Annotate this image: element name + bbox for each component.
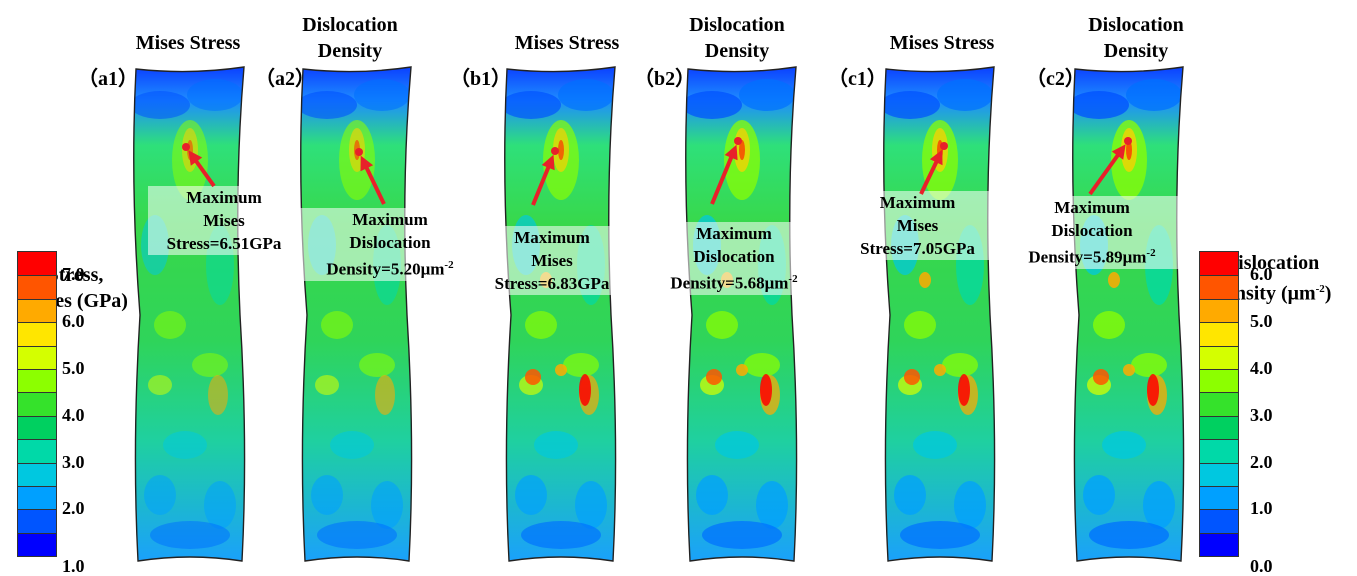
colorbar-band: [1200, 368, 1238, 393]
annotation-line: Maximum: [514, 228, 590, 247]
panel-label-c1: （c1）: [828, 68, 887, 90]
annotation-line: Mises: [896, 216, 939, 235]
specimen-contour-b2: [685, 66, 798, 562]
colorbar-tick-label: 6.0: [62, 311, 85, 332]
dislocation-legend-title-tail: ): [1324, 282, 1332, 305]
panel-title-line: Dislocation: [302, 14, 398, 36]
annotation-line: Density=5.20μm-2: [326, 259, 454, 279]
specimen-contour-c2: [1072, 66, 1185, 562]
annotation-line: Stress=6.83GPa: [494, 274, 610, 293]
panel-title-b2: Dislocation Density: [657, 12, 817, 64]
colorbar-tick-label: 5.0: [62, 358, 85, 378]
annotation-line: Stress=7.05GPa: [860, 239, 975, 258]
annotation-line: Dislocation: [349, 233, 431, 252]
max-annotation-c1: Maximum Mises Stress=7.05GPa: [834, 191, 1001, 260]
specimen-contour-c1: [883, 66, 996, 562]
colorbar-band: [18, 415, 56, 440]
colorbar-tick-label: 7.0: [62, 264, 85, 285]
colorbar-band: [18, 345, 56, 369]
colorbar-tick-label: 0.0: [1250, 556, 1273, 576]
dislocation-legend-title-line1: Dislocation: [1223, 252, 1320, 274]
panel-label-c2: （c2）: [1026, 68, 1085, 90]
colorbar-band: [1200, 415, 1238, 440]
annotation-line: Dislocation: [1051, 221, 1133, 240]
colorbar-band: [1200, 275, 1238, 299]
stress-legend-title-line1: Stress,: [47, 264, 104, 286]
panel-title-a2: Dislocation Density: [270, 12, 430, 64]
panel-label-b1: （b1）: [450, 68, 512, 90]
colorbar-band: [1200, 532, 1238, 557]
annotation-line: Mises: [531, 251, 573, 270]
colorbar-band: [18, 485, 56, 510]
max-annotation-b1: Maximum Mises Stress=6.83GPa: [472, 226, 632, 295]
colorbar-band: [18, 275, 56, 299]
annotation-line: Maximum: [186, 188, 262, 207]
specimen-contour-a1: [133, 66, 246, 562]
panel-label-b2: （b2）: [634, 68, 696, 90]
annotation-line: Maximum: [879, 193, 956, 212]
colorbar-band: [1200, 439, 1238, 463]
colorbar-tick-label: 1.0: [1250, 498, 1273, 519]
annotation-sup: -2: [444, 259, 454, 271]
panel-label-a2: （a2）: [255, 68, 315, 90]
colorbar-tick-label: 3.0: [1250, 404, 1273, 425]
panel-title-a1: Mises Stress: [135, 32, 241, 54]
colorbar-band: [18, 298, 56, 323]
stress-colorbar: [17, 251, 57, 558]
colorbar-band: [18, 462, 56, 486]
annotation-line: Maximum: [696, 224, 772, 243]
panel-title-b1: Mises Stress: [514, 32, 620, 54]
panel-title-line: Density: [1103, 40, 1169, 62]
annotation-line: Stress=6.51GPa: [166, 234, 282, 253]
specimen-contour-a2: [300, 66, 413, 562]
max-annotation-a1: Maximum Mises Stress=6.51GPa: [148, 186, 300, 255]
panel-title-line: Dislocation: [689, 14, 785, 36]
annotation-sup: -2: [1146, 247, 1156, 259]
colorbar-tick-label: 3.0: [62, 451, 85, 472]
dislocation-legend-title-sup: -2: [1315, 283, 1325, 295]
colorbar-band: [1200, 509, 1238, 533]
annotation-line: Dislocation: [693, 247, 775, 266]
panel-title-line: Dislocation: [1088, 14, 1184, 36]
panel-title-line: Density: [704, 40, 770, 62]
colorbar-band: [1200, 392, 1238, 416]
colorbar-tick-label: 2.0: [1250, 451, 1273, 472]
panel-label-a1: （a1）: [78, 68, 138, 90]
panel-title-c2: Dislocation Density: [1056, 12, 1216, 64]
annotation-sup: -2: [788, 273, 798, 285]
annotation-line: Maximum: [1054, 198, 1130, 217]
max-annotation-c2: Maximum Dislocation Density=5.89μm-2: [1003, 196, 1181, 269]
colorbar-tick-label: 4.0: [1250, 358, 1273, 378]
colorbar-band: [18, 322, 56, 346]
colorbar-band: [1200, 322, 1238, 346]
colorbar-band: [18, 368, 56, 393]
colorbar-tick-label: 1.0: [62, 556, 85, 576]
dislocation-colorbar: [1199, 251, 1239, 558]
colorbar-band: [1200, 462, 1238, 486]
annotation-line: Density=5.68μm-2: [670, 273, 798, 293]
colorbar-tick-label: 2.0: [62, 498, 85, 519]
colorbar-band: [1200, 485, 1238, 510]
annotation-line: Density=5.89μm-2: [1028, 247, 1156, 267]
specimen-contour-b1: [504, 66, 617, 562]
colorbar-tick-label: 4.0: [62, 404, 85, 425]
colorbar-band: [18, 439, 56, 463]
panel-title-c1: Mises Stress: [889, 32, 995, 54]
max-annotation-a2: Maximum Dislocation Density=5.20μm-2: [300, 208, 480, 281]
colorbar-band: [18, 392, 56, 416]
colorbar-band: [18, 532, 56, 557]
colorbar-tick-label: 5.0: [1250, 311, 1273, 332]
colorbar-tick-label: 6.0: [1250, 264, 1273, 285]
colorbar-band: [1200, 252, 1238, 276]
colorbar-band: [18, 252, 56, 276]
colorbar-band: [1200, 345, 1238, 369]
colorbar-band: [18, 509, 56, 533]
max-annotation-b2: Maximum Dislocation Density=5.68μm-2: [643, 222, 825, 295]
annotation-line: Mises: [203, 211, 245, 230]
panel-title-line: Density: [317, 40, 383, 62]
annotation-line: Maximum: [352, 210, 428, 229]
colorbar-band: [1200, 298, 1238, 323]
